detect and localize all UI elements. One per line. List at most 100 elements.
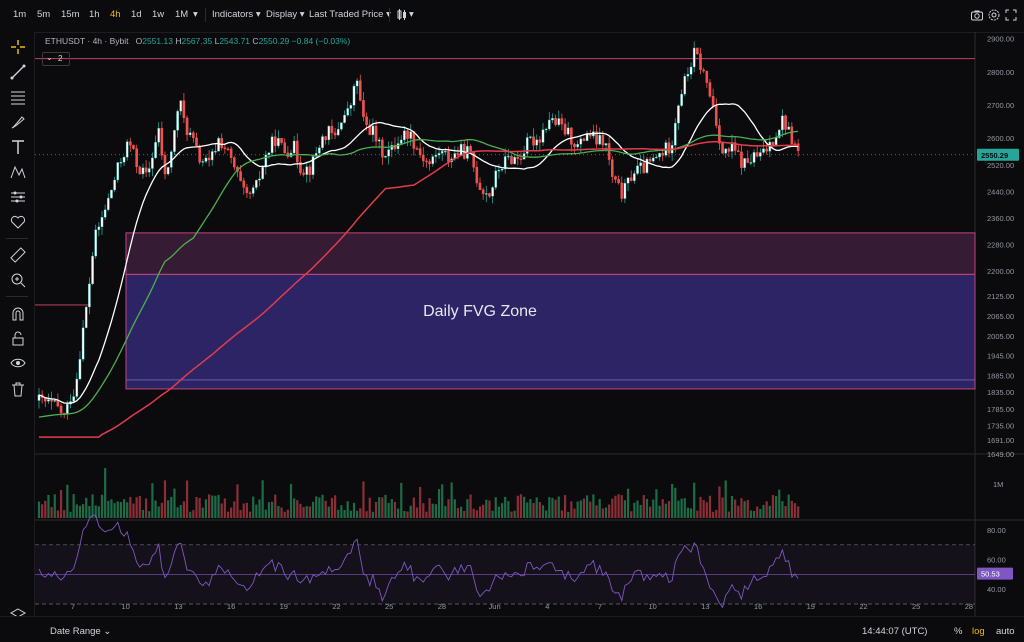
trendline-icon[interactable] (9, 63, 27, 81)
display-button[interactable]: Display ▾ (266, 9, 305, 20)
camera-icon[interactable] (970, 8, 984, 22)
volume-bar (661, 499, 664, 518)
time-tick-label: 25 (385, 602, 393, 611)
candle-body (755, 152, 759, 157)
date-range-button[interactable]: Date Range ⌄ (50, 626, 112, 637)
volume-bar (759, 509, 762, 518)
volume-bar (456, 508, 460, 518)
volume-bar (431, 503, 434, 518)
crosshair-icon[interactable] (9, 38, 27, 56)
volume-bar (491, 510, 494, 518)
volume-bar (318, 497, 321, 518)
text-icon[interactable] (9, 138, 27, 156)
lock-icon[interactable] (9, 330, 27, 348)
time-tick-label: 4 (545, 602, 549, 611)
last-traded-price-button[interactable]: Last Traded Price ▾ (309, 9, 391, 20)
candle-body (223, 147, 227, 150)
volume-bar (346, 501, 349, 518)
volume-bar (752, 510, 756, 518)
timeframe-1m[interactable]: 1m (13, 9, 27, 20)
moving-averages (38, 103, 799, 438)
indicator-toggle[interactable]: ⌄ 2 (42, 52, 70, 66)
timeframe-1d[interactable]: 1d (131, 9, 142, 20)
log-toggle[interactable]: log (972, 626, 985, 637)
candle-body (642, 162, 646, 173)
candle-body (176, 111, 179, 131)
projection-icon[interactable] (9, 188, 27, 206)
candle-body (144, 167, 148, 173)
volume-bar (642, 495, 645, 518)
volume-bar (485, 499, 488, 518)
candle-body (204, 157, 208, 162)
trash-icon[interactable] (9, 380, 27, 398)
volume-bar (327, 506, 330, 518)
zoom-icon[interactable] (9, 271, 27, 289)
volume-bar (211, 495, 214, 518)
volume-bar (311, 501, 315, 518)
timeframe-1h[interactable]: 1h (89, 9, 100, 20)
candle-body (154, 142, 157, 159)
volume-bar (778, 489, 781, 518)
candle-type-icon[interactable] (395, 8, 409, 22)
rsi-panel: 80.00 60.00 40.00 50.53 (35, 514, 1013, 609)
candle-body (349, 105, 353, 109)
chart-type-dropdown-icon[interactable]: ▾ (409, 9, 414, 20)
candle-body (456, 153, 460, 156)
candle-body (100, 217, 104, 228)
volume-bar (715, 509, 718, 518)
volume-bar (450, 482, 453, 518)
time-tick-label: 28 (965, 602, 973, 611)
percent-toggle[interactable]: % (954, 626, 963, 637)
volume-bar (400, 482, 403, 518)
settings-gear-icon[interactable] (987, 8, 1001, 22)
indicators-button[interactable]: Indicators ▾ (212, 9, 261, 20)
candle-body (702, 69, 705, 72)
magnet-icon[interactable] (9, 305, 27, 323)
volume-bar (248, 511, 252, 518)
timeframe-dropdown-icon[interactable]: ▾ (193, 9, 198, 20)
brush-icon[interactable] (9, 113, 27, 131)
candle-body (759, 152, 762, 157)
candle-body (475, 167, 479, 184)
volume-bar (664, 503, 667, 518)
timeframe-4h[interactable]: 4h (110, 9, 121, 20)
legend-open: 2551.13 (142, 36, 173, 46)
candle-body (91, 255, 94, 285)
candle-body (437, 153, 441, 156)
volume-bar (573, 508, 576, 518)
candle-body (88, 283, 91, 308)
volume-bar (560, 510, 563, 518)
fib-icon[interactable] (9, 88, 27, 106)
pattern-icon[interactable] (9, 163, 27, 181)
candle-body (299, 161, 302, 174)
candle-body (749, 162, 753, 164)
candle-body (207, 157, 211, 161)
volume-bar (797, 506, 800, 518)
candle-body (72, 396, 75, 402)
timeframe-15m[interactable]: 15m (61, 9, 80, 20)
volume-bar (223, 498, 226, 518)
volume-bar (412, 497, 415, 518)
timeframe-1M[interactable]: 1M (175, 9, 189, 20)
volume-bar (737, 505, 740, 518)
candle-body (374, 125, 378, 142)
volume-bar (611, 498, 614, 518)
eye-icon[interactable] (9, 354, 27, 372)
heart-icon[interactable] (9, 213, 27, 231)
ruler-icon[interactable] (9, 246, 27, 264)
candle-body (428, 161, 431, 165)
candle-body (138, 166, 142, 175)
auto-toggle[interactable]: auto (996, 626, 1015, 637)
volume-bar (671, 483, 674, 518)
volume-bar (567, 511, 570, 518)
timeframe-1w[interactable]: 1w (152, 9, 165, 20)
volume-bar (236, 484, 239, 518)
candle-body (173, 130, 176, 152)
volume-bar (756, 506, 759, 518)
volume-bar (157, 506, 160, 518)
volume-bar (595, 505, 598, 518)
fullscreen-icon[interactable] (1004, 8, 1018, 22)
timeframe-5m[interactable]: 5m (37, 9, 51, 20)
candle-body (538, 139, 542, 143)
